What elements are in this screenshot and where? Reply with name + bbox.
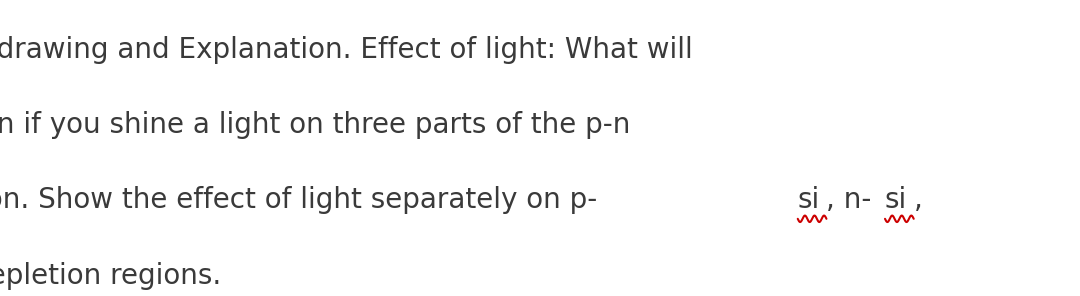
Text: , n-: , n- xyxy=(826,186,872,214)
Text: si: si xyxy=(798,186,820,214)
Text: ,: , xyxy=(914,186,922,214)
Text: happen if you shine a light on three parts of the p-n: happen if you shine a light on three par… xyxy=(0,111,630,139)
Text: si: si xyxy=(885,186,907,214)
Text: junction. Show the effect of light separately on p-: junction. Show the effect of light separ… xyxy=(0,186,598,214)
Text: and depletion regions.: and depletion regions. xyxy=(0,262,221,290)
Text: Using drawing and Explanation. Effect of light: What will: Using drawing and Explanation. Effect of… xyxy=(0,36,692,64)
